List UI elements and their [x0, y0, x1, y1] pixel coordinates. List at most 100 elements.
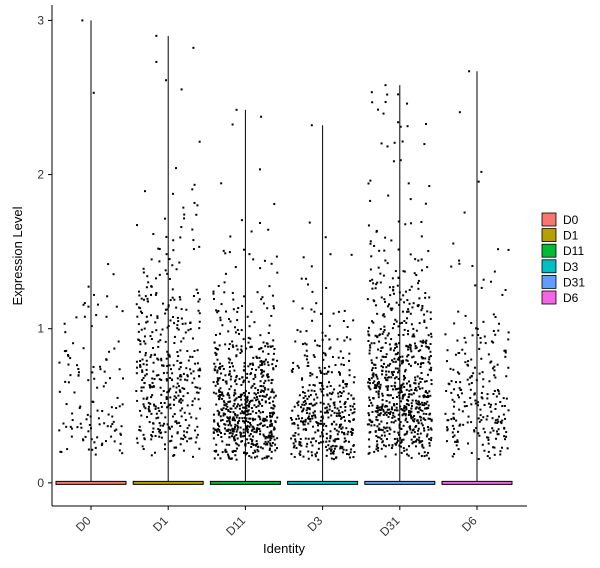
data-point [487, 438, 490, 441]
data-point [176, 327, 179, 330]
data-point [408, 409, 411, 412]
data-point [492, 329, 495, 332]
data-point [313, 414, 316, 417]
data-point [384, 405, 387, 408]
data-point [264, 418, 267, 421]
data-point [139, 409, 142, 412]
data-point [405, 359, 408, 362]
data-point [378, 413, 381, 416]
data-point [376, 443, 379, 446]
data-point [466, 421, 469, 424]
data-point [401, 414, 404, 417]
data-point [343, 309, 346, 312]
data-point [371, 101, 374, 104]
data-point [243, 416, 246, 419]
data-point [449, 367, 452, 370]
data-point [428, 413, 431, 416]
data-point [154, 434, 157, 437]
data-point [257, 450, 260, 453]
data-point [381, 440, 384, 443]
data-point [330, 448, 333, 451]
data-point [338, 426, 341, 429]
data-point [107, 263, 110, 266]
data-point [268, 324, 271, 327]
data-point [166, 326, 169, 329]
data-point [409, 312, 412, 315]
violins [55, 20, 513, 485]
data-point [351, 405, 354, 408]
data-point [154, 293, 157, 296]
data-point [370, 377, 373, 380]
data-point [319, 388, 322, 391]
data-point [385, 399, 388, 402]
data-point [506, 447, 509, 450]
data-point [173, 341, 176, 344]
data-point [220, 303, 223, 306]
data-point [419, 340, 422, 343]
data-point [423, 321, 426, 324]
data-point [231, 432, 234, 435]
data-point [258, 423, 261, 426]
data-point [259, 411, 262, 414]
data-point [256, 445, 259, 448]
data-point [168, 258, 171, 261]
data-point [307, 361, 310, 364]
data-point [426, 394, 429, 397]
data-point [268, 285, 271, 288]
data-point [221, 451, 224, 454]
data-point [236, 424, 239, 427]
data-point [249, 423, 252, 426]
data-point [252, 377, 255, 380]
data-point [119, 442, 122, 445]
data-point [321, 433, 324, 436]
data-point [469, 376, 472, 379]
data-point [145, 398, 148, 401]
data-point [242, 381, 245, 384]
data-point [307, 417, 310, 420]
data-point [370, 359, 373, 362]
data-point [197, 309, 200, 312]
data-point [179, 373, 182, 376]
data-point [422, 427, 425, 430]
data-point [316, 424, 319, 427]
data-point [380, 346, 383, 349]
data-point [254, 418, 257, 421]
data-point [259, 402, 262, 405]
data-point [103, 422, 106, 425]
data-point [396, 358, 399, 361]
data-point [263, 259, 266, 262]
data-point [223, 432, 226, 435]
data-point [408, 393, 411, 396]
data-point [261, 362, 264, 365]
data-point [151, 435, 154, 438]
data-point [379, 349, 382, 352]
data-point [228, 366, 231, 369]
data-point [416, 363, 419, 366]
data-point [413, 435, 416, 438]
data-point [334, 438, 337, 441]
data-point [144, 374, 147, 377]
data-point [464, 314, 467, 317]
data-point [255, 428, 258, 431]
data-point [169, 319, 172, 322]
data-point [115, 305, 118, 308]
data-point [410, 285, 413, 288]
data-point [293, 405, 296, 408]
data-point [259, 446, 262, 449]
data-point [140, 328, 143, 331]
data-point [425, 396, 428, 399]
data-point [494, 407, 497, 410]
data-point [180, 340, 183, 343]
data-point [238, 419, 241, 422]
data-point [142, 448, 145, 451]
data-point [93, 377, 96, 380]
data-point [276, 416, 279, 419]
data-point [303, 423, 306, 426]
data-point [159, 333, 162, 336]
data-point [157, 407, 160, 410]
data-point [505, 431, 508, 434]
data-point [302, 256, 305, 259]
legend-key [541, 274, 557, 289]
data-point [409, 346, 412, 349]
data-point [182, 395, 185, 398]
